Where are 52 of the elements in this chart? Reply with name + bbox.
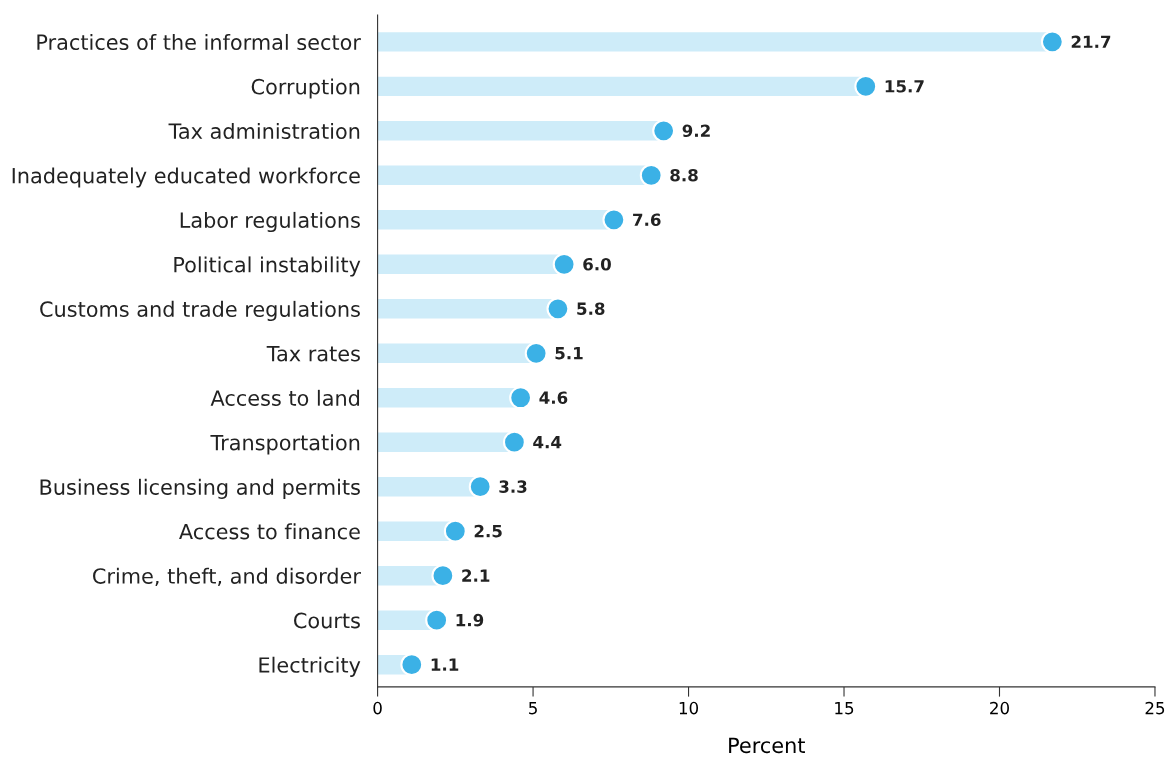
y-tick-label: Inadequately educated workforce bbox=[12, 167, 360, 188]
text: 7.6 bbox=[633, 213, 661, 227]
text: 4.4 bbox=[533, 436, 562, 449]
y-tick-label: Labor regulations bbox=[180, 211, 360, 233]
text: 3.3 bbox=[499, 480, 527, 493]
text: 1.9 bbox=[456, 613, 484, 627]
text: 21.7 bbox=[1071, 35, 1111, 48]
y-tick-label: Tax rates bbox=[266, 345, 360, 362]
point bbox=[602, 208, 626, 232]
text: 15.7 bbox=[885, 80, 924, 93]
text: 5.8 bbox=[577, 302, 605, 315]
text: 6.0 bbox=[583, 257, 611, 271]
y-tick-label: Crime, theft, and disorder bbox=[93, 567, 361, 587]
y-tick-label: Transportation bbox=[210, 434, 360, 455]
point bbox=[502, 430, 526, 454]
x-tick-label: 5 bbox=[529, 701, 537, 715]
point bbox=[425, 608, 449, 632]
x-tick-label: 20 bbox=[990, 701, 1009, 715]
y-tick-label: Tax administration bbox=[168, 122, 360, 140]
text: 5.1 bbox=[555, 347, 583, 360]
y-tick-label: Practices of the informal sector bbox=[37, 33, 361, 51]
y-tick-label: Political instability bbox=[174, 256, 361, 277]
x-tick-label: 25 bbox=[1145, 701, 1165, 715]
x-tick-label: 0 bbox=[373, 701, 382, 715]
point bbox=[431, 564, 455, 588]
point bbox=[546, 297, 570, 321]
point bbox=[468, 475, 492, 499]
point bbox=[552, 252, 576, 276]
text: 1.1 bbox=[431, 658, 459, 671]
text: 2.1 bbox=[462, 569, 490, 582]
point bbox=[639, 163, 663, 187]
point bbox=[854, 74, 878, 98]
point bbox=[509, 386, 533, 410]
point bbox=[443, 519, 467, 543]
point bbox=[652, 119, 676, 143]
text: 9.2 bbox=[682, 124, 710, 138]
text: 2.5 bbox=[474, 524, 502, 538]
point bbox=[524, 341, 548, 365]
y-tick-label: Access to finance bbox=[179, 523, 360, 540]
y-tick-label: Access to land bbox=[210, 389, 360, 406]
text: 4.6 bbox=[539, 391, 568, 404]
y-tick-label: Courts bbox=[294, 612, 360, 629]
point bbox=[1040, 30, 1064, 54]
y-tick-label: Customs and trade regulations bbox=[40, 300, 360, 322]
text: 8.8 bbox=[670, 168, 698, 182]
x-tick-label: 10 bbox=[679, 701, 699, 715]
point bbox=[400, 653, 424, 677]
y-tick-label: Corruption bbox=[251, 78, 360, 99]
y-tick-label: Electricity bbox=[259, 656, 361, 677]
x-tick-label: 15 bbox=[835, 701, 854, 715]
x-axis-title: Percent bbox=[729, 737, 805, 754]
y-tick-label: Business licensing and permits bbox=[40, 478, 360, 499]
